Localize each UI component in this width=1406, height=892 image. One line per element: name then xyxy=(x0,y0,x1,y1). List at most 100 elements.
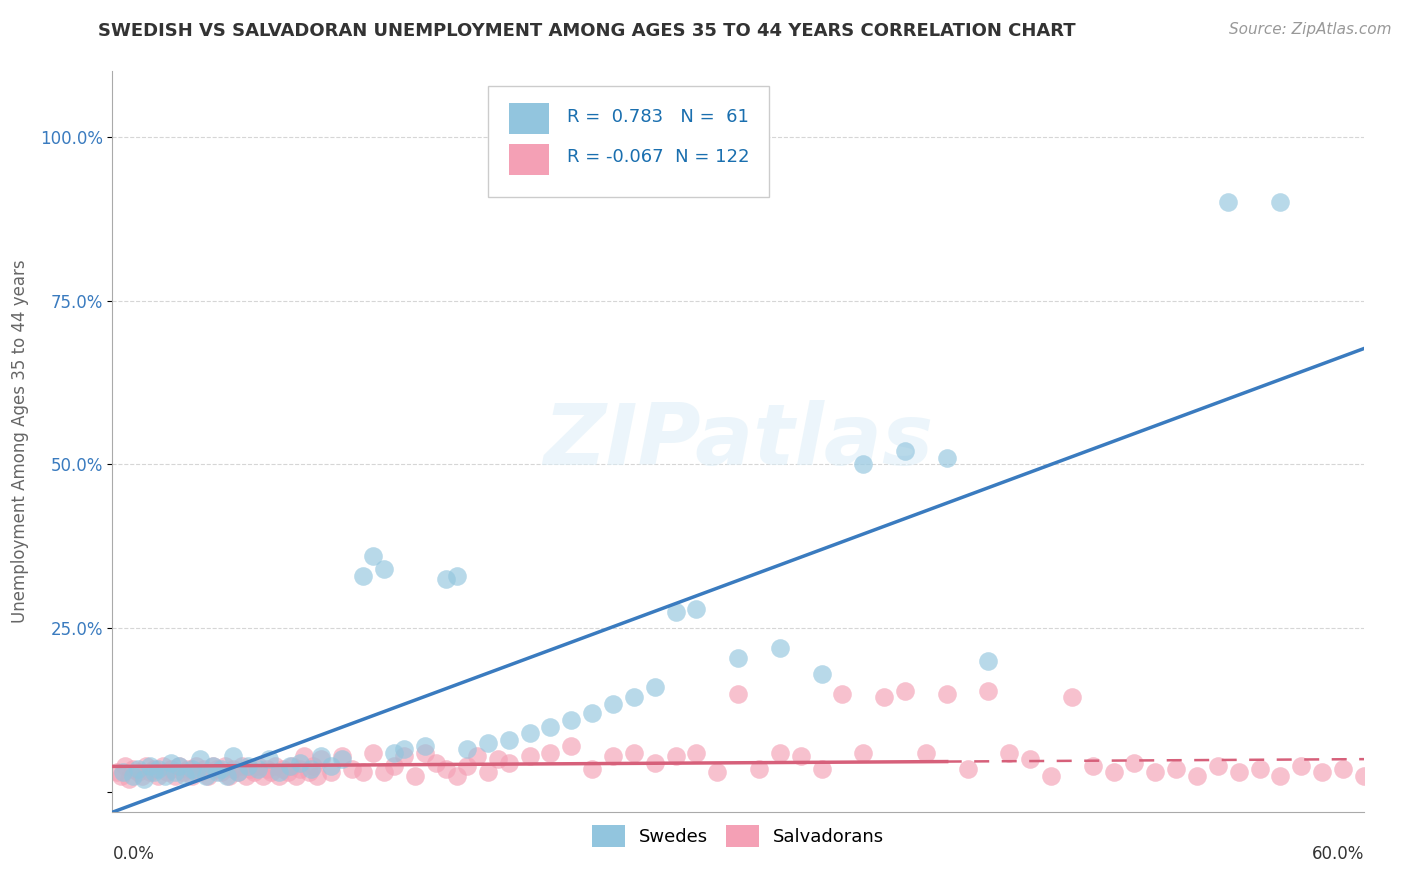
Point xyxy=(269,765,291,780)
Point xyxy=(623,690,645,704)
Point xyxy=(956,762,979,776)
Point xyxy=(143,765,166,780)
Point xyxy=(727,687,749,701)
Point xyxy=(1206,759,1229,773)
Point xyxy=(184,759,207,773)
Point xyxy=(467,749,489,764)
Point xyxy=(1331,762,1354,776)
Point xyxy=(243,765,266,780)
Point xyxy=(477,765,499,780)
Point xyxy=(581,706,603,721)
Point xyxy=(172,765,194,780)
Text: Source: ZipAtlas.com: Source: ZipAtlas.com xyxy=(1229,22,1392,37)
Point xyxy=(894,444,917,458)
Point xyxy=(110,769,132,783)
Point xyxy=(269,769,291,783)
Point xyxy=(519,749,541,764)
Text: R =  0.783   N =  61: R = 0.783 N = 61 xyxy=(567,108,748,126)
Point xyxy=(309,752,332,766)
Point xyxy=(139,765,162,780)
Point xyxy=(352,569,374,583)
Point xyxy=(321,765,343,780)
Point xyxy=(105,765,128,780)
Point xyxy=(163,769,186,783)
Text: 60.0%: 60.0% xyxy=(1312,845,1364,863)
Point xyxy=(131,769,153,783)
Point xyxy=(330,752,353,766)
Point xyxy=(873,690,896,704)
Point xyxy=(477,736,499,750)
Point xyxy=(1164,762,1187,776)
Point xyxy=(297,765,319,780)
Point xyxy=(935,687,957,701)
Legend: Swedes, Salvadorans: Swedes, Salvadorans xyxy=(585,818,891,855)
Point xyxy=(748,762,770,776)
Point xyxy=(998,746,1021,760)
Point xyxy=(321,759,343,773)
Point xyxy=(299,762,322,776)
Point xyxy=(538,720,561,734)
Point xyxy=(373,765,395,780)
Point xyxy=(498,732,520,747)
Point xyxy=(404,769,426,783)
Point xyxy=(226,765,249,780)
Point xyxy=(342,762,364,776)
Point xyxy=(156,765,179,780)
Point xyxy=(977,654,1000,668)
Point xyxy=(236,759,259,773)
Point xyxy=(222,762,245,776)
Point xyxy=(247,759,270,773)
Point xyxy=(425,756,447,770)
Point xyxy=(139,759,162,773)
Point xyxy=(394,742,416,756)
Point xyxy=(111,765,134,780)
Point xyxy=(769,640,792,655)
Point xyxy=(810,667,832,681)
Text: ZIPatlas: ZIPatlas xyxy=(543,400,934,483)
Bar xyxy=(509,103,550,135)
Point xyxy=(180,769,202,783)
Point xyxy=(446,569,468,583)
Point xyxy=(160,756,183,770)
Point xyxy=(1185,769,1208,783)
Point xyxy=(1102,765,1125,780)
Point xyxy=(790,749,813,764)
Point xyxy=(205,765,228,780)
Point xyxy=(184,765,207,780)
Point xyxy=(644,756,666,770)
Point xyxy=(456,759,478,773)
Point xyxy=(685,601,707,615)
Point xyxy=(352,765,374,780)
Point xyxy=(180,762,202,776)
Point xyxy=(222,749,245,764)
Point xyxy=(160,762,183,776)
Point xyxy=(1291,759,1313,773)
Point xyxy=(894,683,917,698)
Point xyxy=(706,765,728,780)
Point xyxy=(127,762,149,776)
Point xyxy=(132,772,155,786)
Point xyxy=(434,762,457,776)
Point xyxy=(217,769,239,783)
Point xyxy=(209,765,232,780)
Point xyxy=(252,769,274,783)
Point xyxy=(382,759,405,773)
Point xyxy=(188,752,211,766)
Point xyxy=(831,687,853,701)
Point xyxy=(1270,195,1292,210)
Point xyxy=(852,746,875,760)
Point xyxy=(214,759,236,773)
Point xyxy=(197,769,219,783)
Point xyxy=(278,759,301,773)
Point xyxy=(277,765,299,780)
Point xyxy=(239,762,262,776)
FancyBboxPatch shape xyxy=(488,87,769,197)
Point xyxy=(226,765,249,780)
Point xyxy=(174,769,197,783)
Point xyxy=(373,562,395,576)
Point xyxy=(434,572,457,586)
Point xyxy=(309,749,332,764)
Point xyxy=(273,762,295,776)
Point xyxy=(247,762,270,776)
Point xyxy=(602,749,624,764)
